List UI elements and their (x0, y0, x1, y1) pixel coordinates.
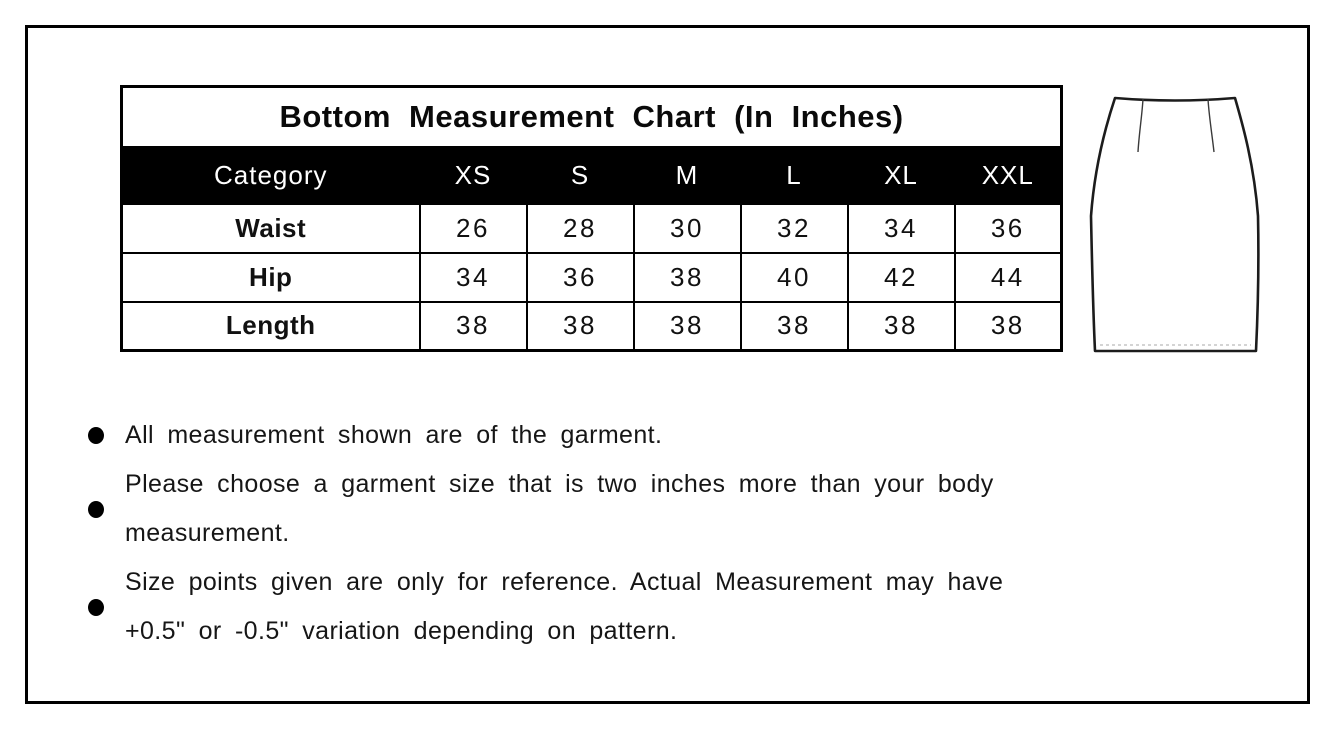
skirt-dart-left-icon (1137, 98, 1144, 153)
table-title-row: Bottom Measurement Chart (In Inches) (120, 85, 1063, 148)
skirt-outline (1089, 96, 1260, 353)
cell-length-m: 38 (632, 300, 742, 352)
column-header-xs: XS (418, 145, 528, 205)
table-row-length: Length 38 38 38 38 38 38 (120, 300, 1063, 352)
table-row-hip: Hip 34 36 38 40 42 44 (120, 251, 1063, 303)
bullet-icon (88, 500, 104, 518)
cell-length-xs: 38 (418, 300, 528, 352)
bullet-icon (88, 598, 104, 616)
row-label-length: Length (120, 300, 421, 352)
note-line: +0.5" or -0.5" variation depending on pa… (125, 617, 678, 645)
cell-waist-xxl: 36 (953, 202, 1063, 254)
note-item-2: Please choose a garment size that is two… (88, 460, 1098, 558)
column-header-xl: XL (846, 145, 956, 205)
cell-waist-m: 30 (632, 202, 742, 254)
note-line: All measurement shown are of the garment… (125, 421, 663, 449)
column-header-s: S (525, 145, 635, 205)
row-label-waist: Waist (120, 202, 421, 254)
cell-hip-l: 40 (739, 251, 849, 303)
column-header-xxl: XXL (953, 145, 1063, 205)
row-label-hip: Hip (120, 251, 421, 303)
column-header-l: L (739, 145, 849, 205)
note-line: Size points given are only for reference… (125, 568, 1004, 596)
measurement-table: Bottom Measurement Chart (In Inches) Cat… (120, 85, 1064, 352)
table-header-row: Category XS S M L XL XXL (120, 145, 1063, 205)
note-item-3: Size points given are only for reference… (88, 558, 1098, 656)
table-row-waist: Waist 26 28 30 32 34 36 (120, 202, 1063, 254)
cell-hip-xs: 34 (418, 251, 528, 303)
cell-length-xxl: 38 (953, 300, 1063, 352)
cell-hip-m: 38 (632, 251, 742, 303)
outer-border-frame: Bottom Measurement Chart (In Inches) Cat… (25, 25, 1310, 704)
cell-waist-l: 32 (739, 202, 849, 254)
cell-length-s: 38 (525, 300, 635, 352)
cell-length-xl: 38 (846, 300, 956, 352)
table-title: Bottom Measurement Chart (In Inches) (120, 85, 1063, 148)
column-header-m: M (632, 145, 742, 205)
cell-waist-xl: 34 (846, 202, 956, 254)
note-line: Please choose a garment size that is two… (125, 470, 994, 498)
bullet-icon (88, 427, 104, 444)
column-header-category: Category (120, 145, 421, 205)
cell-hip-s: 36 (525, 251, 635, 303)
cell-hip-xxl: 44 (953, 251, 1063, 303)
note-item-1: All measurement shown are of the garment… (88, 411, 1098, 460)
notes-list: All measurement shown are of the garment… (88, 411, 1098, 656)
cell-waist-xs: 26 (418, 202, 528, 254)
cell-hip-xl: 42 (846, 251, 956, 303)
skirt-dart-right-icon (1207, 98, 1215, 153)
cell-length-l: 38 (739, 300, 849, 352)
cell-waist-s: 28 (525, 202, 635, 254)
skirt-illustration (1088, 94, 1260, 356)
note-line: measurement. (125, 519, 290, 547)
